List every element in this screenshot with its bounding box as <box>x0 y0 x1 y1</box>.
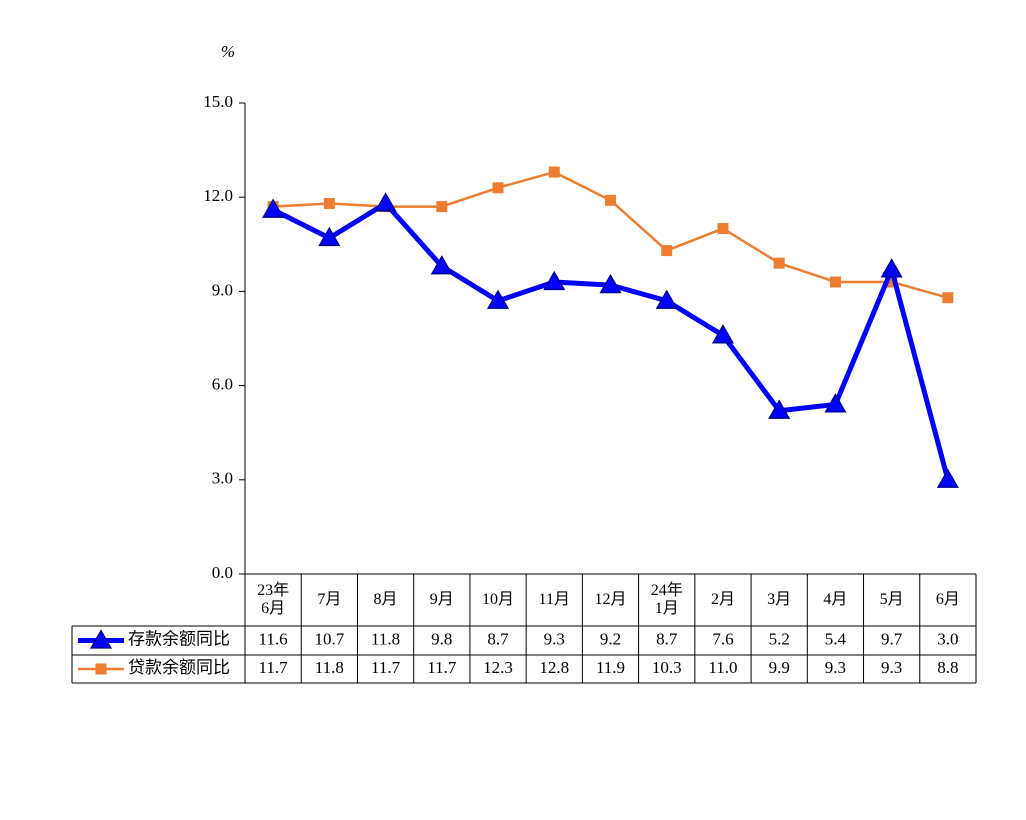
table-value: 9.3 <box>544 629 565 648</box>
table-value: 11.7 <box>427 658 457 677</box>
table-value: 11.0 <box>708 658 737 677</box>
y-tick-label: 0.0 <box>212 563 233 582</box>
data-point <box>773 257 785 269</box>
x-tick-label: 4月 <box>823 591 848 608</box>
data-point <box>886 276 898 288</box>
y-tick-label: 6.0 <box>212 375 233 394</box>
table-value: 9.3 <box>825 658 846 677</box>
data-point <box>936 468 959 488</box>
table-value: 11.9 <box>596 658 625 677</box>
data-point <box>262 198 285 218</box>
table-value: 9.9 <box>769 658 790 677</box>
legend-label: 存款余额同比 <box>128 629 230 648</box>
y-tick-label: 9.0 <box>212 280 233 299</box>
x-tick-label: 7月 <box>317 591 342 608</box>
table-value: 11.8 <box>371 629 400 648</box>
table-value: 9.8 <box>431 629 452 648</box>
data-point <box>374 192 397 212</box>
table-value: 10.7 <box>314 629 344 648</box>
table-value: 12.8 <box>539 658 569 677</box>
data-point <box>543 270 566 291</box>
x-tick-label: 24年 1月 <box>650 582 683 617</box>
table-value: 11.8 <box>315 658 344 677</box>
table-value: 3.0 <box>937 629 958 648</box>
y-tick-label: 15.0 <box>203 92 233 111</box>
data-point <box>599 273 622 294</box>
series-line <box>271 200 951 481</box>
table-value: 11.7 <box>371 658 401 677</box>
table-value: 8.7 <box>487 629 509 648</box>
table-value: 10.3 <box>652 658 682 677</box>
data-point <box>318 226 341 247</box>
data-point <box>655 289 678 309</box>
data-point <box>824 393 847 413</box>
x-tick-label: 12月 <box>594 591 627 608</box>
data-point <box>711 324 734 344</box>
table-value: 9.7 <box>881 629 903 648</box>
x-tick-label: 3月 <box>767 591 792 608</box>
data-point <box>548 166 560 178</box>
data-point <box>436 201 448 213</box>
x-tick-label: 2月 <box>710 591 735 608</box>
y-unit: % <box>221 42 235 61</box>
data-point <box>942 292 954 304</box>
data-point <box>768 399 791 419</box>
legend-label: 贷款余额同比 <box>128 658 230 677</box>
x-tick-label: 23年 6月 <box>257 582 290 617</box>
table-value: 12.3 <box>483 658 513 677</box>
x-tick-label: 10月 <box>482 591 515 608</box>
data-point <box>829 276 841 288</box>
table-value: 11.7 <box>259 658 289 677</box>
legend-marker <box>89 629 113 649</box>
data-point <box>880 258 903 278</box>
table-value: 8.7 <box>656 629 678 648</box>
y-tick-label: 12.0 <box>203 186 233 205</box>
table-value: 9.3 <box>881 658 902 677</box>
data-point <box>323 197 335 209</box>
x-tick-label: 6月 <box>935 591 960 608</box>
data-point <box>487 289 510 309</box>
x-tick-label: 5月 <box>879 591 904 608</box>
table-value: 8.8 <box>937 658 958 677</box>
data-point <box>605 194 616 206</box>
table-value: 5.4 <box>825 629 847 648</box>
x-tick-label: 9月 <box>429 591 454 608</box>
y-tick-label: 3.0 <box>212 469 233 488</box>
data-point <box>717 223 729 235</box>
legend-marker <box>95 663 107 675</box>
data-point <box>492 182 504 194</box>
table-value: 11.6 <box>259 629 288 648</box>
data-point <box>430 255 453 275</box>
table-value: 5.2 <box>769 629 790 648</box>
table-value: 9.2 <box>600 629 621 648</box>
data-point <box>661 245 673 257</box>
table-value: 7.6 <box>712 629 733 648</box>
x-tick-label: 8月 <box>373 591 398 608</box>
x-tick-label: 11月 <box>538 591 570 608</box>
